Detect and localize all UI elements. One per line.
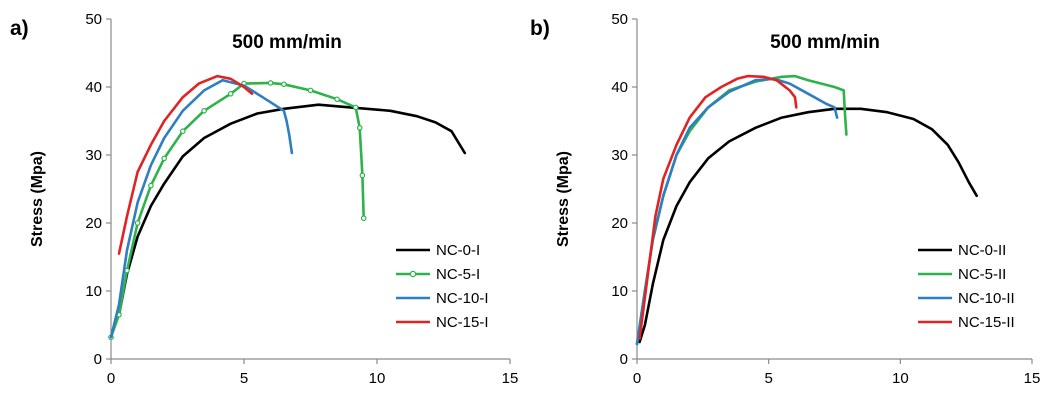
legend: NC-0-I NC-5-I NC-10-I NC-15-I: [396, 242, 489, 331]
x-tick-label: 10: [369, 370, 386, 387]
chart-panel-a: 0 10 20 30 40 50 0 5 10 15 Stress (Mpa) a) 500 mm/mi…: [10, 11, 518, 387]
data-point: [267, 80, 274, 86]
legend-label: NC-15-I: [436, 314, 489, 331]
x-tick-label: 0: [633, 370, 641, 387]
series-line-nc-0-ii: [638, 107, 979, 344]
x-tick-label: 0: [107, 370, 115, 387]
y-tick-label: 50: [611, 11, 628, 28]
legend-label: NC-0-II: [958, 242, 1006, 259]
y-tick-label: 30: [611, 147, 628, 164]
panel-label: b): [530, 17, 550, 40]
chart-panel-b: 0 10 20 30 40 50 0 5 10 15 Stress (Mpa) b) 500 mm/mi…: [530, 11, 1040, 387]
data-point: [356, 125, 363, 131]
series-line-nc-5-ii: [635, 74, 848, 346]
legend-label: NC-5-I: [436, 266, 480, 283]
legend-label: NC-10-II: [958, 290, 1015, 307]
data-point: [201, 108, 207, 114]
legend-label: NC-10-I: [436, 290, 489, 307]
chart-title: 500 mm/min: [770, 32, 880, 53]
legend-label: NC-15-II: [958, 314, 1015, 331]
data-point: [180, 128, 186, 135]
y-tick-label: 20: [85, 215, 102, 232]
x-tick-label: 10: [892, 370, 909, 387]
series-line-nc-10-ii: [635, 77, 839, 346]
x-tick-label: 15: [502, 370, 519, 387]
y-tick-label: 10: [611, 283, 628, 300]
y-tick-label: 0: [620, 351, 628, 368]
data-point: [227, 91, 234, 97]
data-point: [134, 220, 141, 226]
legend-marker: [409, 270, 417, 278]
data-point: [359, 172, 366, 179]
y-tick-label: 10: [85, 283, 102, 300]
series-line-nc-10-i: [109, 78, 294, 339]
y-axis-label: Stress (Mpa): [29, 151, 46, 247]
series-line-nc-15-i: [117, 74, 254, 255]
y-tick-label: 50: [85, 11, 102, 28]
data-point: [148, 182, 154, 189]
series-line-nc-15-ii: [638, 74, 798, 340]
chart-title: 500 mm/min: [232, 32, 342, 53]
data-point: [334, 96, 340, 103]
series-line-nc-5-i: [109, 81, 366, 339]
y-tick-label: 0: [94, 351, 102, 368]
x-tick-label: 15: [1024, 370, 1041, 387]
data-point: [307, 87, 314, 94]
data-point: [161, 155, 168, 162]
data-point: [281, 81, 287, 88]
x-tick-label: 5: [240, 370, 248, 387]
panel-label: a): [10, 17, 29, 40]
y-tick-label: 40: [611, 79, 628, 96]
data-point: [360, 215, 367, 222]
legend-label: NC-5-II: [958, 266, 1006, 283]
legend-label: NC-0-I: [436, 242, 480, 259]
x-tick-label: 5: [764, 370, 772, 387]
y-tick-label: 40: [85, 79, 102, 96]
y-axis-label: Stress (Mpa): [555, 151, 572, 247]
data-point: [352, 104, 359, 111]
y-tick-label: 30: [85, 147, 102, 164]
legend: NC-0-II NC-5-II NC-10-II NC-15-II: [918, 242, 1015, 331]
y-tick-label: 20: [611, 215, 628, 232]
series-line-nc-0-i: [117, 103, 467, 317]
